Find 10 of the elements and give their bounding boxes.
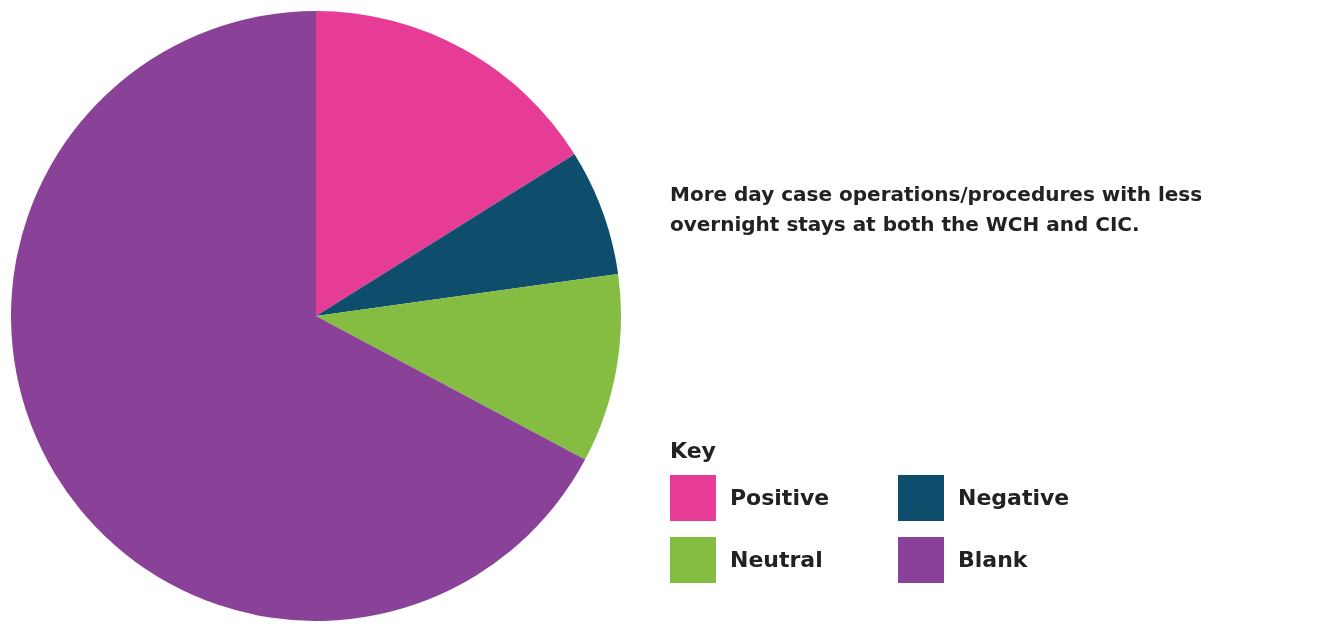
legend-label: Positive <box>730 485 830 510</box>
legend-label: Neutral <box>730 547 823 572</box>
pie-slice <box>316 154 619 316</box>
legend-label: Negative <box>958 485 1070 510</box>
legend-title: Key <box>670 438 716 463</box>
text: More day case operations/procedures with less overnight stays at both the WCH and CIC. <box>670 182 1203 236</box>
legend-label: Blank <box>958 547 1029 572</box>
pie-slice <box>316 11 575 316</box>
pie-slice <box>11 11 586 621</box>
pie-slice <box>316 273 621 460</box>
